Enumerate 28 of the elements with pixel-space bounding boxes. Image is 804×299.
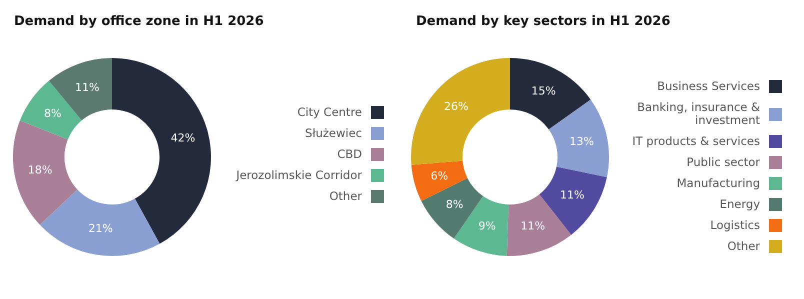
legend-label: Jerozolimskie Corridor (236, 168, 362, 182)
data-label: 26% (444, 100, 468, 114)
data-label: 6% (430, 169, 448, 182)
data-label: 11% (560, 188, 584, 202)
data-label: 8% (446, 198, 464, 211)
legend-label: IT products & services (632, 134, 760, 148)
chart-title: Demand by key sectors in H1 2026 (416, 14, 670, 29)
legend-label: Logistics (710, 218, 760, 232)
legend-label: Energy (720, 197, 760, 211)
data-label: 8% (44, 106, 62, 120)
legend-label: Business Services (657, 79, 760, 93)
legend-label: City Centre (297, 105, 362, 119)
legend-label: Public sector (686, 155, 760, 169)
data-label: 15% (531, 84, 556, 98)
data-label: 42% (170, 132, 196, 145)
legend-label: Manufacturing (676, 176, 760, 190)
legend-label: CBD (337, 147, 362, 161)
chart-title: Demand by office zone in H1 2026 (14, 14, 264, 29)
data-label: 9% (478, 219, 496, 232)
legend-label: Other (727, 239, 760, 253)
legend-label: Banking, insurance & investment (636, 100, 760, 127)
data-label: 11% (74, 80, 100, 94)
data-label: 13% (569, 134, 594, 148)
data-label: 21% (88, 222, 113, 236)
legend-label: Służewiec (305, 126, 362, 140)
legend-label: Other (329, 189, 362, 203)
data-label: 18% (28, 164, 52, 177)
data-label: 11% (520, 219, 546, 232)
